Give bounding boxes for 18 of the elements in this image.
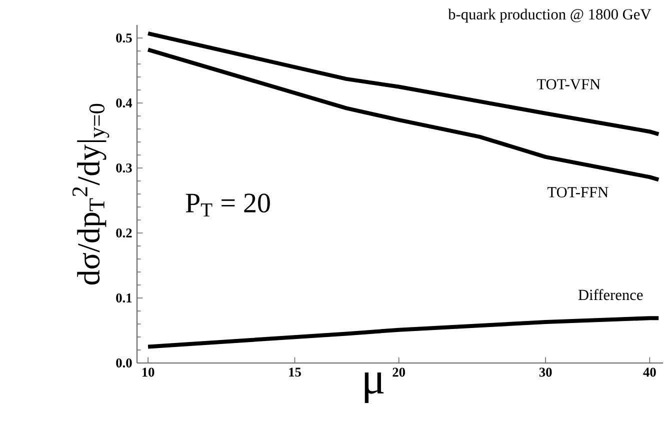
series-label: TOT-FFN — [547, 187, 608, 198]
annotation: P$_{T}$ = 20 — [186, 194, 270, 216]
y-tick-label: 0.1 — [116, 293, 132, 303]
x-tick-label: 10 — [142, 368, 154, 377]
x-tick-label: 30 — [539, 368, 552, 377]
y-tick-label: 0.4 — [116, 98, 132, 108]
y-tick-label: 0.5 — [116, 33, 132, 43]
x-tick-label: 20 — [392, 368, 406, 377]
y-tick-label: 0.0 — [116, 358, 132, 368]
y-tick-label: 0.2 — [116, 228, 132, 238]
series-label: TOT-VFN — [536, 79, 600, 90]
x-tick-label: 40 — [643, 368, 656, 377]
y-axis-title: dσ/dp$_{T}$$^{2}$/dy|$_{y=0}$ — [72, 104, 110, 285]
series-label: Difference — [578, 289, 643, 300]
chart-title: b-quark production @ 1800 GeV — [448, 8, 652, 23]
x-axis-title: μ — [364, 372, 384, 404]
y-tick-label: 0.3 — [116, 163, 132, 173]
x-tick-label: 15 — [289, 368, 301, 377]
